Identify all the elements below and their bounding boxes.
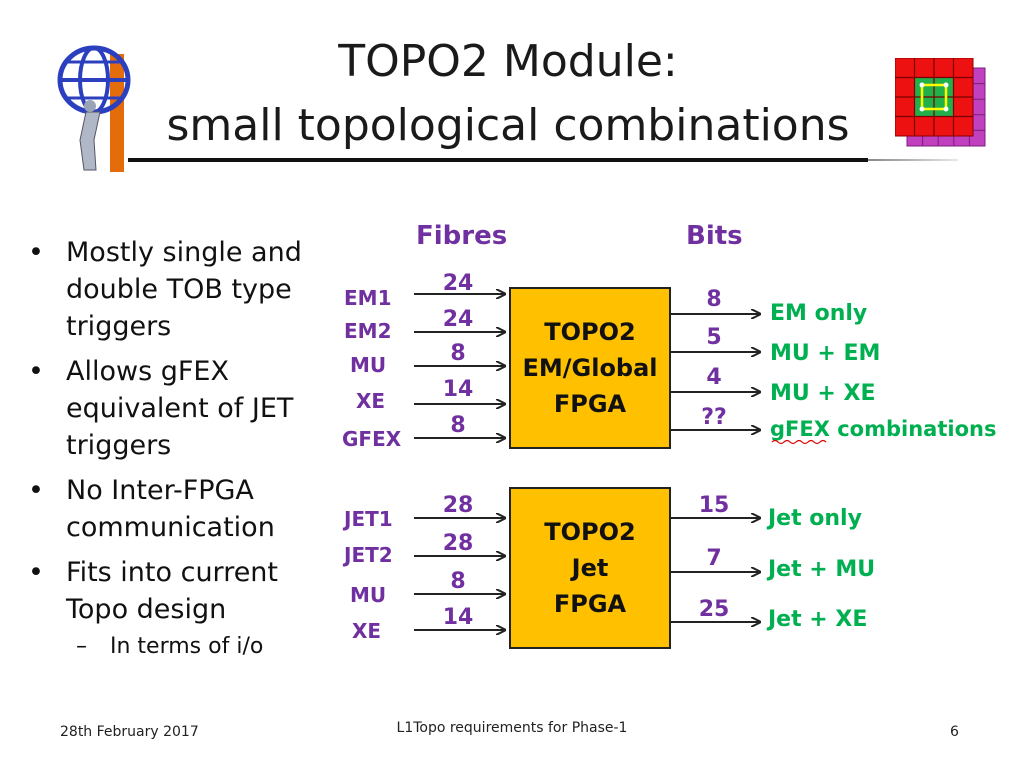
title-underline xyxy=(128,158,868,162)
fibre-count: 8 xyxy=(450,341,465,366)
input-label: EM1 xyxy=(344,286,391,310)
output-label: Jet + MU xyxy=(766,557,875,582)
atlas-experiment-logo xyxy=(57,45,131,172)
jet-box-line-2: Jet xyxy=(570,554,609,582)
sub-bullet-item: In terms of i/o xyxy=(66,632,326,662)
output-label: Jet + XE xyxy=(766,607,867,632)
title-underline-fade xyxy=(868,159,958,161)
bit-count: 5 xyxy=(706,325,721,350)
bit-count: 25 xyxy=(699,597,730,622)
input-row: XE 14 xyxy=(356,377,505,413)
output-row: 4 MU + XE xyxy=(670,365,876,406)
output-label: MU + EM xyxy=(770,341,880,366)
jet-box-line-3: FPGA xyxy=(554,590,627,618)
input-row: GFEX 8 xyxy=(342,413,505,451)
input-row: JET1 28 xyxy=(342,493,505,531)
em-global-box-line-2: EM/Global xyxy=(522,354,657,382)
input-label: GFEX xyxy=(342,427,402,451)
fibre-count: 8 xyxy=(450,413,465,438)
output-row: ?? gFEX combinations xyxy=(670,405,996,445)
slide-title-line-1: TOPO2 Module: xyxy=(338,36,678,87)
bit-count: ?? xyxy=(701,405,727,430)
input-row: EM1 24 xyxy=(344,271,505,310)
calorimeter-grid-logo xyxy=(895,58,986,147)
bits-header: Bits xyxy=(686,221,743,251)
input-row: EM2 24 xyxy=(344,307,505,343)
footer-title: L1Topo requirements for Phase-1 xyxy=(396,720,628,736)
fibre-count: 24 xyxy=(443,271,474,296)
em-global-fpga-box xyxy=(509,287,671,449)
output-row: 25 Jet + XE xyxy=(670,597,867,632)
output-label: Jet only xyxy=(766,506,862,531)
input-label: XE xyxy=(352,619,381,643)
bullet-item: Allows gFEX equivalent of JET triggers xyxy=(26,353,326,464)
output-row: 15 Jet only xyxy=(670,493,862,531)
jet-box-line-1: TOPO2 xyxy=(544,518,635,546)
input-label: EM2 xyxy=(344,319,391,343)
footer-date: 28th February 2017 xyxy=(60,724,199,740)
output-row: 7 Jet + MU xyxy=(670,546,875,582)
bullet-item-text: Fits into current Topo design xyxy=(66,557,279,625)
input-label: JET2 xyxy=(342,543,393,567)
bit-count: 15 xyxy=(699,493,730,518)
em-global-fpga-block: TOPO2 EM/Global FPGA EM1 24 EM2 24 MU 8 … xyxy=(342,271,996,451)
input-row: MU 8 xyxy=(350,341,505,377)
fibre-count: 8 xyxy=(450,569,465,594)
input-row: MU 8 xyxy=(350,569,505,607)
bullet-list: Mostly single and double TOB type trigge… xyxy=(26,234,326,670)
input-row: XE 14 xyxy=(352,605,505,643)
output-row: 8 EM only xyxy=(670,287,867,326)
spellcheck-underline xyxy=(771,439,827,445)
input-label: MU xyxy=(350,583,386,607)
fibre-count: 14 xyxy=(443,377,474,402)
bit-count: 4 xyxy=(706,365,721,390)
jet-fpga-block: TOPO2 Jet FPGA JET1 28 JET2 28 MU 8 XE 1 xyxy=(342,487,875,649)
fibre-count: 14 xyxy=(443,605,474,630)
fibre-count: 24 xyxy=(443,307,474,332)
input-label: JET1 xyxy=(342,507,393,531)
fpga-io-diagram: Fibres Bits TOPO2 EM/Global FPGA EM1 24 … xyxy=(342,221,996,649)
em-global-box-line-1: TOPO2 xyxy=(544,318,635,346)
sub-bullet-list: In terms of i/o xyxy=(66,632,326,662)
output-label: MU + XE xyxy=(770,381,876,406)
output-row: 5 MU + EM xyxy=(670,325,880,366)
fibre-count: 28 xyxy=(443,531,474,556)
em-global-box-line-3: FPGA xyxy=(554,390,627,418)
page-number: 6 xyxy=(950,724,959,740)
bullet-item: Mostly single and double TOB type trigge… xyxy=(26,234,326,345)
slide-title-line-2: small topological combinations xyxy=(166,100,850,151)
output-label: EM only xyxy=(770,301,867,326)
bit-count: 8 xyxy=(706,287,721,312)
bullet-item: No Inter-FPGA communication xyxy=(26,472,326,546)
input-label: XE xyxy=(356,389,385,413)
fibres-header: Fibres xyxy=(416,221,507,251)
fibre-count: 28 xyxy=(443,493,474,518)
bullet-item: Fits into current Topo design In terms o… xyxy=(26,554,326,662)
input-row: JET2 28 xyxy=(342,531,505,567)
jet-fpga-box xyxy=(509,487,671,649)
output-label: gFEX combinations xyxy=(770,417,996,441)
bit-count: 7 xyxy=(706,546,721,571)
input-label: MU xyxy=(350,353,386,377)
